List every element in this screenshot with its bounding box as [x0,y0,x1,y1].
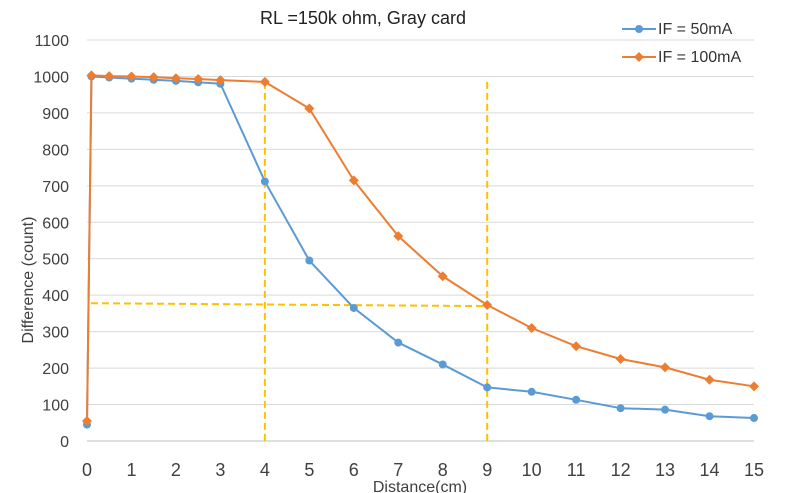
legend: IF = 50mA IF = 100mA [622,21,741,66]
data-point [170,73,181,84]
x-tick-label: 15 [744,460,764,480]
y-tick-label: 900 [42,106,69,123]
data-point [193,74,204,85]
y-tick-label: 1100 [35,33,70,50]
data-point [615,353,626,364]
y-tick-labels: 0 100 200 300 400 500 600 700 800 900 1000 1100 [33,33,69,451]
data-point [86,70,97,81]
data-point [571,341,582,352]
x-tick-label: 0 [82,460,92,480]
legend-marker-diamond [634,52,644,62]
data-point [572,395,581,404]
data-point [527,387,536,396]
series-layer [82,70,759,429]
legend-item-series-2: IF = 100mA [622,49,741,66]
data-point [349,303,358,312]
y-tick-label: 100 [42,398,69,415]
x-tick-label: 8 [438,460,448,480]
y-axis-title: Difference (count) [20,217,37,344]
y-tick-label: 700 [42,179,69,196]
data-point [259,76,270,87]
data-point [437,271,448,282]
y-tick-label: 400 [42,288,69,305]
x-tick-label: 2 [171,460,181,480]
x-tick-labels: 0 1 2 3 4 5 6 7 8 9 10 11 12 13 14 15 [82,460,764,480]
legend-marker-circle [635,25,643,33]
y-tick-label: 300 [42,325,69,342]
legend-item-series-1: IF = 50mA [622,21,733,38]
x-tick-label: 13 [655,460,675,480]
gridlines [87,39,754,442]
data-point [526,322,537,333]
data-point [661,405,670,414]
series-1 [83,72,758,429]
legend-label-series-1: IF = 50mA [658,21,733,38]
series-line [86,74,755,421]
data-point [104,71,115,82]
x-tick-label: 4 [260,460,270,480]
data-point [749,381,759,392]
x-tick-label: 5 [304,460,314,480]
data-point [616,404,625,413]
series-2 [82,70,759,426]
x-tick-label: 1 [126,460,136,480]
data-point [215,75,226,86]
data-point [348,175,359,186]
x-tick-label: 3 [215,460,225,480]
x-tick-label: 14 [700,460,720,480]
data-point [305,256,314,265]
reference-lines [90,81,489,441]
data-point [482,300,493,311]
data-point [438,360,447,369]
data-point [660,362,671,373]
chart-title: RL =150k ohm, Gray card [260,8,466,28]
x-tick-label: 7 [393,460,403,480]
legend-label-series-2: IF = 100mA [658,49,741,66]
y-tick-label: 1000 [33,69,69,86]
data-point [260,177,269,186]
data-point [394,338,403,347]
reference-line-horizontal [90,302,488,308]
x-tick-label: 12 [611,460,631,480]
y-tick-label: 600 [42,215,69,232]
x-tick-label: 11 [567,460,586,480]
y-tick-label: 0 [60,434,69,451]
y-tick-label: 800 [42,142,69,159]
data-point [483,383,492,392]
data-point [393,231,404,242]
data-point [704,374,715,385]
data-point [750,414,758,423]
series-line [86,75,755,425]
x-axis-title: Distance(cm) [373,479,467,493]
data-point [304,103,315,114]
x-tick-label: 9 [482,460,492,480]
y-tick-label: 200 [42,361,69,378]
data-point [148,72,159,83]
data-point [82,415,92,426]
x-tick-label: 10 [522,460,542,480]
data-point [126,71,137,82]
x-tick-label: 6 [349,460,359,480]
data-point [705,412,714,421]
y-tick-label: 500 [42,252,69,269]
